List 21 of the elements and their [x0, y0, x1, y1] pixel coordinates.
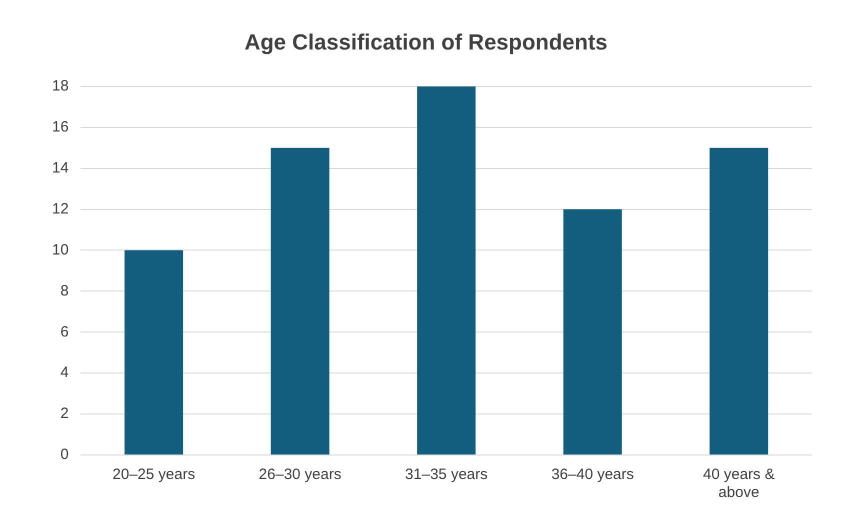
y-tick-label: 4	[60, 364, 69, 382]
y-tick-label: 8	[60, 282, 69, 300]
bar	[270, 148, 330, 454]
x-tick-label: 31–35 years	[405, 466, 488, 484]
bar	[710, 148, 768, 454]
bar	[124, 250, 184, 454]
bar	[417, 86, 476, 454]
y-tick-label: 16	[52, 118, 69, 136]
x-tick-label: 20–25 years	[112, 466, 196, 484]
y-tick-label: 14	[52, 159, 69, 176]
x-tick-label: 40 years & above	[703, 466, 775, 502]
chart-title: Age Classification of Respondents	[244, 29, 608, 54]
x-tick-label: 26–30 years	[258, 466, 342, 484]
y-tick-label: 12	[52, 200, 69, 218]
y-tick-label: 6	[60, 323, 69, 340]
y-tick-label: 10	[52, 241, 69, 258]
bar	[563, 209, 622, 454]
x-tick-label: 36–40 years	[551, 466, 634, 484]
y-tick-label: 0	[60, 446, 69, 464]
y-tick-label: 18	[52, 78, 69, 95]
y-tick-label: 2	[60, 405, 69, 422]
